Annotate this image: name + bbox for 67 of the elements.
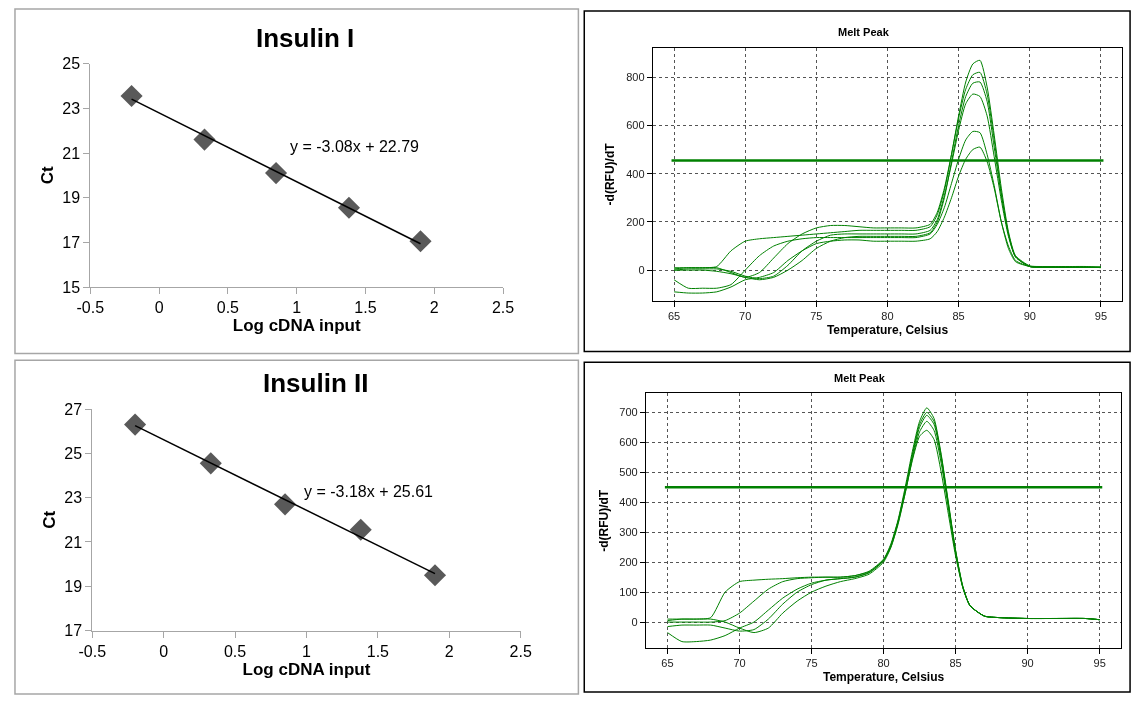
y-tick-label: 400 (626, 167, 645, 180)
x-tick-label: 1.5 (354, 299, 377, 317)
x-tick-label: 0 (159, 642, 169, 660)
y-tick-label: 21 (62, 144, 81, 162)
x-tick-label: 85 (952, 309, 965, 322)
x-tick-label: 75 (810, 309, 823, 322)
chart-title: Insulin I (256, 23, 355, 53)
x-tick-label: -0.5 (76, 299, 105, 317)
x-axis-title: Temperature, Celsius (826, 322, 949, 337)
x-tick-label: -0.5 (78, 642, 107, 660)
x-axis-title: Log cDNA input (232, 316, 361, 336)
y-axis-title: Ct (37, 166, 57, 185)
y-tick-label: 400 (619, 496, 638, 509)
y-tick-label: 19 (64, 577, 83, 595)
x-axis-title: Log cDNA input (242, 659, 371, 679)
y-tick-label: 200 (619, 556, 638, 569)
y-axis-title: -d(RFU)/dT (596, 489, 611, 552)
x-tick-label: 70 (733, 657, 746, 670)
x-tick-label: 95 (1093, 657, 1106, 670)
x-tick-label: 90 (1023, 309, 1036, 322)
y-tick-label: 600 (626, 119, 645, 132)
x-tick-label: 2 (429, 299, 439, 317)
y-tick-label: 17 (62, 234, 81, 251)
y-tick-label: 600 (619, 436, 638, 449)
annotation: y = -3.08x + 22.79 (290, 138, 420, 155)
y-tick-label: 23 (64, 489, 83, 507)
y-tick-label: 800 (626, 71, 645, 84)
x-tick-label: 2.5 (491, 299, 515, 317)
x-tick-label: 65 (667, 309, 681, 322)
y-tick-label: 25 (62, 55, 81, 73)
x-tick-label: 0.5 (216, 299, 240, 317)
x-tick-label: 2.5 (509, 642, 532, 660)
y-tick-label: 0 (631, 615, 638, 628)
x-tick-label: 80 (877, 657, 890, 670)
annotation: y = -3.18x + 25.61 (304, 483, 434, 500)
x-tick-label: 2 (444, 642, 454, 660)
y-tick-label: 25 (64, 444, 83, 462)
y-tick-label: 200 (626, 215, 645, 228)
x-tick-label: 1 (302, 642, 312, 660)
y-tick-label: 500 (619, 466, 638, 479)
y-axis-title: -d(RFU)/dT (603, 142, 618, 206)
chart-title: Melt Peak (834, 372, 886, 384)
y-tick-label: 300 (619, 526, 638, 539)
x-tick-label: 95 (1094, 309, 1108, 322)
y-tick-label: 0 (638, 263, 645, 276)
x-tick-label: 0 (154, 299, 164, 317)
x-axis-title: Temperature, Celsius (822, 670, 945, 685)
chart-title: Insulin II (263, 368, 369, 398)
y-tick-label: 700 (619, 406, 638, 419)
y-axis-title: Ct (39, 510, 59, 529)
y-tick-label: 100 (619, 585, 638, 598)
x-tick-label: 65 (661, 657, 674, 670)
chart-title: Melt Peak (838, 26, 890, 38)
y-tick-label: 15 (62, 278, 81, 296)
x-tick-label: 70 (739, 309, 752, 322)
y-tick-label: 21 (64, 533, 83, 551)
x-tick-label: 90 (1021, 657, 1034, 670)
y-tick-label: 19 (62, 189, 81, 207)
y-tick-label: 23 (62, 99, 81, 117)
x-tick-label: 1 (292, 299, 302, 317)
y-tick-label: 27 (64, 400, 83, 418)
y-tick-label: 17 (64, 622, 83, 640)
x-tick-label: 75 (805, 657, 818, 670)
x-tick-label: 85 (949, 657, 962, 670)
x-tick-label: 80 (881, 309, 894, 322)
x-tick-label: 1.5 (366, 642, 390, 660)
x-tick-label: 0.5 (223, 642, 247, 660)
